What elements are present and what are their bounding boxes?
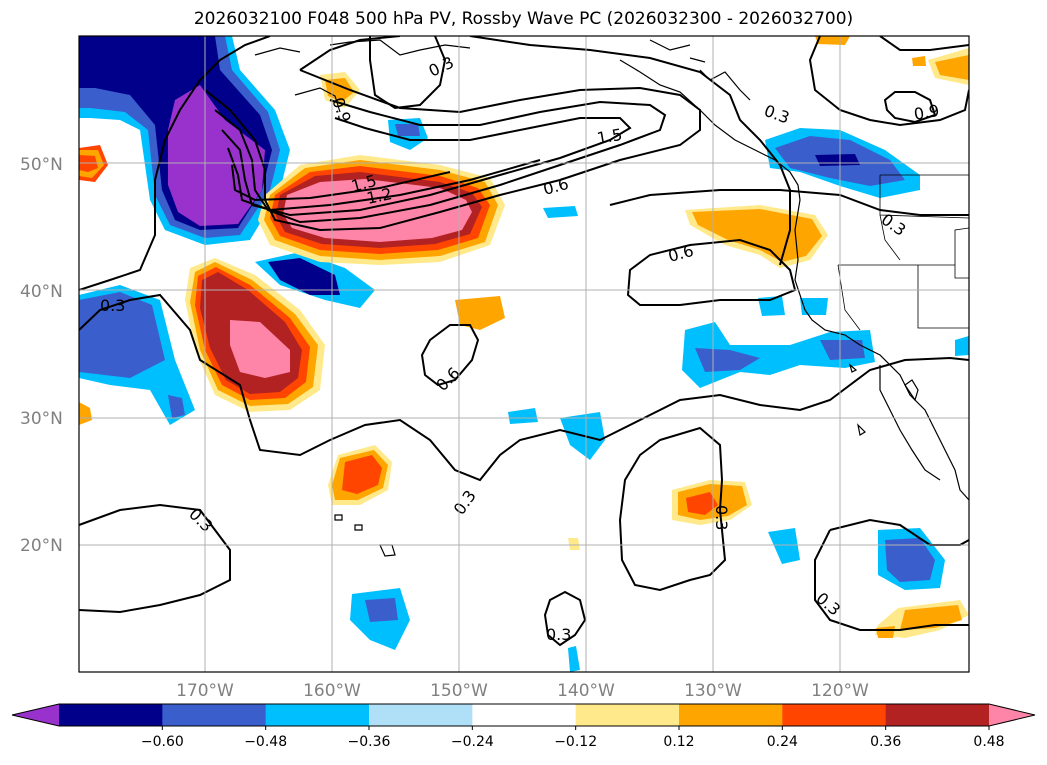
colorbar-tick-label: −0.36 (348, 734, 391, 750)
lon-label-170w: 170°W (176, 681, 234, 701)
colorbar-segment (162, 704, 267, 726)
colorbar-segment (679, 704, 783, 726)
contour-03-se (814, 518, 969, 631)
lat-label-50n: 50°N (20, 155, 63, 175)
contour-label: 1.2 (365, 184, 394, 208)
chart-title: 2026032100 F048 500 hPa PV, Rossby Wave … (193, 9, 854, 29)
lon-label-150w: 150°W (430, 681, 488, 701)
contour-north-edge (879, 36, 969, 51)
colorbar-frame (11, 703, 1036, 727)
colorbar-segment (265, 704, 370, 726)
lat-label-20n: 20°N (20, 536, 63, 556)
lon-label-120w: 120°W (811, 681, 869, 701)
contour-03-north (79, 36, 271, 291)
map-plot-area: 0.3 0.9 1.5 1.5 1.2 0.6 0.6 0.3 0.6 0.3 … (79, 36, 969, 672)
colorbar-segment (989, 704, 1035, 726)
contour-label: 0.3 (546, 625, 571, 644)
anomaly-positive-west-core (230, 320, 290, 378)
colorbar-tick-label: 0.48 (973, 734, 1004, 750)
colorbar: −0.60 −0.48 −0.36 −0.24 −0.12 0.12 0.24 0.36 0.4… (11, 703, 1036, 750)
pv-contours (79, 36, 969, 647)
gridlines (79, 36, 969, 672)
colorbar-segment (782, 704, 887, 726)
lon-label-140w: 140°W (557, 681, 615, 701)
anomaly-negative-west-inner (79, 292, 165, 378)
contour-jet-4 (227, 147, 541, 212)
colorbar-segment (369, 704, 473, 726)
contour-jet-1 (204, 69, 701, 232)
longitude-labels: 170°W 160°W 150°W 140°W 130°W 120°W (176, 681, 869, 701)
colorbar-tick-label: 0.12 (663, 734, 694, 750)
lat-label-40n: 40°N (20, 282, 63, 302)
contour-06-northeast (609, 189, 969, 216)
lat-label-30n: 30°N (20, 409, 63, 429)
colorbar-tick-label: −0.48 (244, 734, 287, 750)
colorbar-tick-label: −0.24 (451, 734, 494, 750)
contour-03-small (543, 590, 587, 647)
colorbar-tick-label: 0.36 (870, 734, 901, 750)
contour-06-loop (420, 324, 480, 387)
pv-anomaly-fills (79, 36, 969, 672)
lon-label-130w: 130°W (684, 681, 742, 701)
contour-label: 0.3 (712, 505, 731, 530)
contour-jet-2 (214, 99, 667, 224)
contour-03-main (79, 293, 969, 482)
contour-label: 0.9 (912, 101, 940, 124)
contour-label: 1.5 (595, 125, 623, 148)
contour-03-south (79, 503, 231, 614)
colorbar-segment (12, 704, 59, 726)
lon-label-160w: 160°W (303, 681, 361, 701)
contour-03-east (618, 426, 727, 592)
contour-jet-3 (221, 117, 632, 217)
colorbar-segment (59, 704, 163, 726)
colorbar-tick-label: −0.12 (554, 734, 597, 750)
anomaly-negative-east (682, 322, 875, 388)
colorbar-tick-label: −0.60 (141, 734, 184, 750)
map-frame (78, 35, 970, 673)
latitude-labels: 50°N 40°N 30°N 20°N (20, 155, 63, 556)
contour-north-ridge (299, 36, 791, 266)
colorbar-segment (472, 704, 577, 726)
colorbar-tick-label: 0.24 (767, 734, 798, 750)
colorbar-segment (575, 704, 680, 726)
contour-label: 0.3 (100, 296, 125, 315)
coastlines (254, 39, 969, 557)
contour-jet-5 (231, 164, 451, 202)
colorbar-segment (885, 704, 990, 726)
contour-09-ne (808, 36, 969, 127)
contour-north-loop (369, 36, 447, 110)
